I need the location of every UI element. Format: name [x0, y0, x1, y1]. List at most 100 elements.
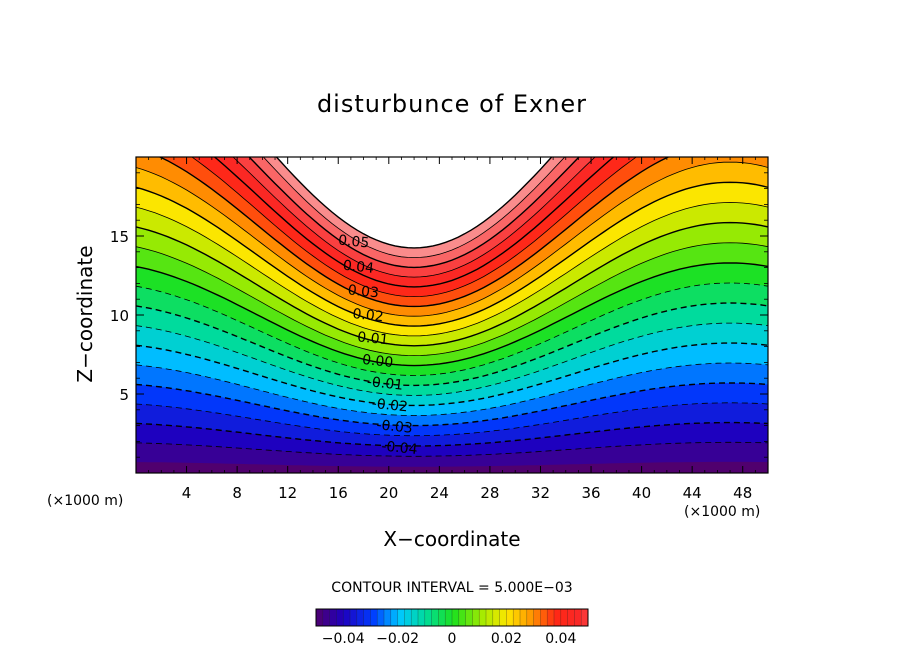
- x-tick-label: 24: [430, 484, 449, 502]
- contour-line: [136, 322, 768, 396]
- colorbar-cell: [567, 609, 575, 626]
- contour-band: [136, 461, 768, 473]
- x-axis-label: X−coordinate: [383, 527, 520, 551]
- contour-line: [262, 157, 566, 259]
- x-tick-label: 12: [278, 484, 297, 502]
- contour-line: [248, 157, 580, 269]
- colorbar-tick-label: 0.02: [491, 631, 522, 647]
- contour-line: [136, 362, 768, 416]
- contour-line: [136, 202, 768, 337]
- y-tick-label: 10: [110, 307, 129, 325]
- colorbar-cell: [506, 609, 514, 626]
- contour-label: -0.04: [381, 438, 419, 458]
- contour-lines: [136, 157, 768, 457]
- x-unit-label-right: (×1000 m): [684, 504, 760, 520]
- contour-line: [213, 157, 615, 288]
- contour-line: [136, 302, 768, 387]
- colorbar-cell: [404, 609, 412, 626]
- contour-line: [158, 157, 670, 308]
- y-axis-label: Z−coordinate: [73, 245, 97, 382]
- colorbar-cell: [397, 609, 405, 626]
- contour-line: [136, 181, 768, 327]
- contour-label: 0.03: [347, 282, 380, 301]
- contour-line: [136, 441, 768, 457]
- contour-label: -0.02: [371, 396, 409, 416]
- contour-label: 0.00: [361, 352, 394, 371]
- colorbar-cell: [520, 609, 528, 626]
- colorbar-cell: [350, 609, 358, 626]
- colorbar-cell: [431, 609, 439, 626]
- x-tick-label: 40: [632, 484, 651, 502]
- colorbar-cell: [513, 609, 521, 626]
- colorbar-cell: [547, 609, 555, 626]
- colorbar-cell: [329, 609, 337, 626]
- colorbar-tick-label: 0: [448, 631, 457, 647]
- contour-line: [136, 382, 768, 427]
- colorbar-cell: [458, 609, 466, 626]
- x-tick-label: 32: [531, 484, 550, 502]
- colorbar-tick-label: 0.04: [545, 631, 576, 647]
- colorbar-cell: [384, 609, 392, 626]
- x-tick-label: 20: [379, 484, 398, 502]
- contour-label: -0.03: [376, 417, 414, 437]
- contour-interval-text: CONTOUR INTERVAL = 5.000E−03: [331, 580, 572, 596]
- contour-label: 0.01: [357, 329, 390, 348]
- contour-label: -0.01: [366, 374, 404, 394]
- colorbar-frame: [315, 608, 589, 627]
- colorbar-cell: [424, 609, 432, 626]
- colorbar-cell: [540, 609, 548, 626]
- contour-line: [136, 221, 768, 347]
- x-tick-label: 8: [232, 484, 242, 502]
- colorbar-cell: [336, 609, 344, 626]
- contour-label: 0.05: [337, 232, 370, 251]
- colorbar-cell: [499, 609, 507, 626]
- colorbar-cell: [533, 609, 541, 626]
- x-tick-label: 4: [182, 484, 192, 502]
- x-tick-label: 48: [733, 484, 752, 502]
- colorbar-cell: [479, 609, 487, 626]
- contour-line: [275, 157, 553, 249]
- colorbar-cell: [574, 609, 582, 626]
- colorbar-cell: [411, 609, 419, 626]
- colorbar-cell: [370, 609, 378, 626]
- contour-line: [136, 421, 768, 447]
- contour-fill-bands: [136, 157, 768, 473]
- colorbar-cell: [560, 609, 568, 626]
- contour-line: [136, 402, 768, 437]
- colorbar-ticks: −0.04 −0.02 0 0.02 0.04: [322, 631, 577, 647]
- colorbar-cell: [363, 609, 371, 626]
- colorbar-cell: [581, 609, 589, 626]
- colorbar-cell: [377, 609, 385, 626]
- colorbar-cell: [445, 609, 453, 626]
- colorbar-cell: [554, 609, 562, 626]
- y-tick-label: 15: [110, 228, 129, 246]
- colorbar-cell: [492, 609, 500, 626]
- colorbar-cell: [343, 609, 351, 626]
- colorbar-cell: [465, 609, 473, 626]
- colorbar-tick-label: −0.04: [322, 631, 365, 647]
- contour-line: [232, 157, 596, 278]
- colorbar-cell: [316, 609, 324, 626]
- colorbar-cell: [390, 609, 398, 626]
- contour-line: [136, 342, 768, 407]
- colorbar-cell: [418, 609, 426, 626]
- colorbar-cell: [322, 609, 330, 626]
- contour-labels: 0.05 0.04 0.03 0.02 0.01 0.00 -0.01-0.02-0.03-…: [337, 232, 418, 458]
- x-tick-label: 36: [581, 484, 600, 502]
- y-tick-label: 5: [119, 386, 129, 404]
- colorbar-tick-label: −0.02: [376, 631, 419, 647]
- x-unit-label-left: (×1000 m): [47, 493, 123, 509]
- colorbar-cell: [438, 609, 446, 626]
- colorbar-cell: [526, 609, 534, 626]
- contour-line: [136, 262, 768, 367]
- colorbar-cell: [472, 609, 480, 626]
- contour-line: [136, 161, 768, 317]
- colorbar-cell: [356, 609, 364, 626]
- x-tick-label: 44: [683, 484, 702, 502]
- colorbar: [315, 608, 589, 627]
- x-tick-label: 16: [329, 484, 348, 502]
- contour-line: [136, 282, 768, 376]
- contour-line: [136, 242, 768, 357]
